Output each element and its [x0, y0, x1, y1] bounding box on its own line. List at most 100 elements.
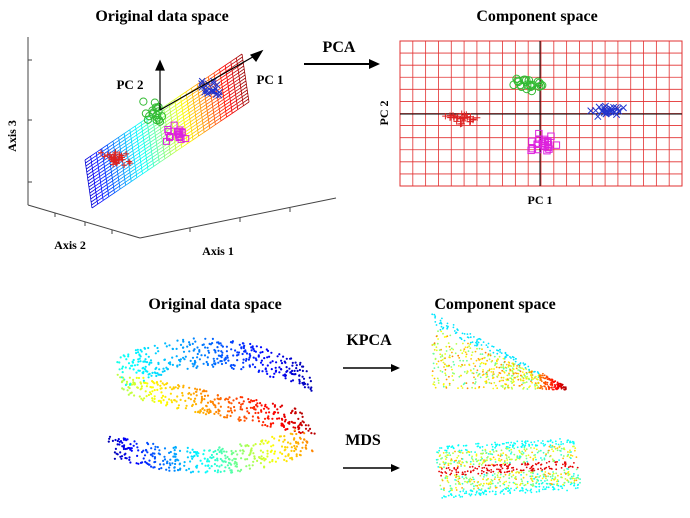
- mesh-line: [140, 160, 147, 166]
- mds-point: [547, 451, 549, 454]
- mds-point: [502, 489, 505, 491]
- roll-point: [178, 449, 182, 452]
- mds-point: [543, 458, 546, 461]
- kpca-point: [512, 373, 515, 375]
- mds-point: [494, 461, 497, 463]
- kpca-point: [539, 377, 542, 380]
- kpca-method-label: KPCA: [346, 332, 392, 349]
- roll-point: [236, 351, 239, 354]
- mds-point: [494, 443, 497, 446]
- roll-point: [266, 425, 269, 428]
- plus-marker: [107, 151, 114, 158]
- roll-point: [195, 394, 198, 397]
- roll-point: [189, 451, 192, 454]
- roll-point: [254, 357, 257, 360]
- mds-point: [489, 481, 492, 483]
- roll-point: [179, 398, 182, 401]
- kpca-point: [481, 374, 484, 376]
- mesh-line: [221, 83, 229, 88]
- mesh-line: [214, 117, 221, 123]
- mesh-line: [147, 166, 154, 171]
- mds-point: [449, 493, 452, 496]
- kpca-point: [440, 330, 443, 333]
- roll-point: [232, 367, 235, 370]
- mds-point: [456, 456, 459, 459]
- mesh-line: [104, 165, 111, 170]
- roll-point: [233, 409, 236, 412]
- kpca-point: [509, 369, 512, 371]
- roll-point: [191, 457, 194, 460]
- roll-point: [256, 405, 259, 408]
- roll-point: [186, 456, 189, 459]
- circle-marker: [514, 77, 523, 87]
- kpca-point: [564, 386, 567, 389]
- mds-point: [539, 467, 542, 470]
- roll-point: [290, 380, 293, 383]
- mds-point: [528, 445, 531, 447]
- mesh-line: [234, 87, 241, 92]
- mesh-line: [96, 197, 104, 202]
- mesh-line: [110, 164, 117, 170]
- roll-point: [207, 349, 210, 352]
- roll-point: [266, 349, 270, 352]
- roll-point: [201, 462, 204, 465]
- roll-point: [137, 376, 141, 380]
- mds-point: [480, 472, 483, 475]
- mds-point: [472, 478, 475, 481]
- mesh-line: [87, 173, 94, 179]
- mds-point: [476, 485, 479, 487]
- mds-point: [572, 445, 574, 448]
- mds-point: [560, 441, 563, 443]
- kpca-point: [494, 364, 496, 367]
- kpca-point: [441, 327, 444, 330]
- roll-point: [261, 451, 265, 454]
- roll-point: [278, 417, 281, 420]
- roll-point: [216, 394, 219, 397]
- mesh-line: [124, 175, 131, 180]
- mds-point: [457, 480, 460, 483]
- mds-point: [500, 490, 503, 493]
- roll-point: [203, 398, 206, 401]
- kpca-point: [474, 350, 477, 353]
- roll-point: [277, 457, 280, 460]
- kpca-point: [507, 361, 510, 364]
- mesh-line: [104, 162, 111, 167]
- cross-marker: [601, 102, 609, 110]
- kpca-point: [551, 383, 554, 385]
- kpca-point: [463, 339, 466, 342]
- roll-point: [288, 422, 291, 425]
- mds-point: [530, 475, 533, 478]
- kpca-point: [489, 349, 491, 352]
- roll-point: [147, 346, 150, 350]
- kpca-point: [493, 355, 496, 358]
- mds-point: [494, 441, 496, 444]
- mds-point: [486, 478, 488, 481]
- mesh-line: [135, 124, 142, 130]
- roll-point: [200, 395, 203, 398]
- square-marker: [166, 132, 174, 140]
- mds-point: [487, 464, 490, 467]
- mesh-line: [176, 110, 183, 115]
- mds-point: [440, 447, 443, 449]
- mesh-line: [125, 181, 132, 186]
- kpca-point: [519, 367, 522, 369]
- roll-point: [192, 337, 195, 340]
- roll-point: [161, 394, 165, 397]
- mds-point: [569, 441, 571, 444]
- mds-point: [555, 472, 558, 475]
- roll-point: [307, 424, 310, 427]
- roll-point: [138, 353, 141, 356]
- mesh-line: [195, 110, 202, 116]
- kpca-arrow: [343, 364, 400, 372]
- mds-point: [488, 490, 491, 493]
- roll-point: [169, 392, 172, 395]
- mds-point: [560, 447, 563, 450]
- mesh-line: [209, 124, 216, 129]
- roll-point: [216, 457, 219, 460]
- kpca-point: [525, 381, 528, 383]
- roll-point: [136, 454, 139, 457]
- mds-point: [514, 477, 516, 479]
- roll-point: [141, 399, 144, 402]
- mds-point: [516, 440, 519, 443]
- roll-point: [124, 447, 127, 451]
